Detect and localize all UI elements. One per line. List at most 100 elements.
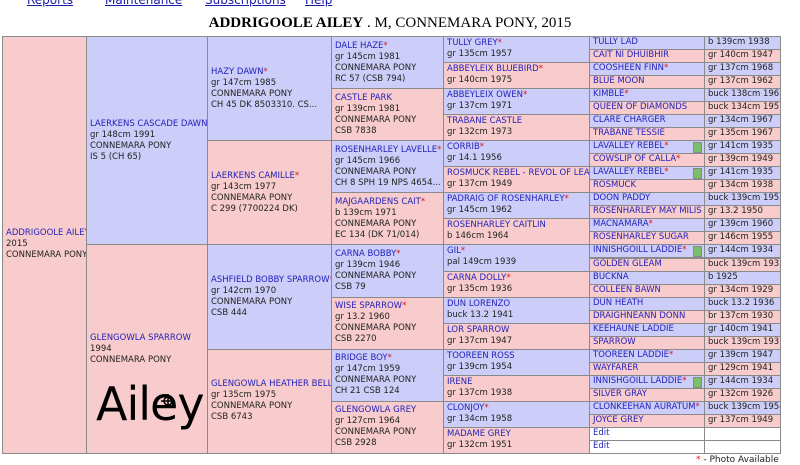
horse-link[interactable]: GIL <box>447 246 461 257</box>
horse-link[interactable]: SILVER GRAY <box>593 388 647 399</box>
horse-link[interactable]: ROSENHARLEY CAITLIN <box>447 220 546 231</box>
ancestor-detail: CONNEMARA PONY <box>211 297 293 308</box>
horse-link[interactable]: LAERKENS CASCADE DAWN <box>90 118 208 129</box>
name-line: ABBEYLEIX OWEN* <box>447 90 586 101</box>
horse-link[interactable]: MACNAMARA <box>593 219 649 230</box>
nav-link[interactable]: Subscriptions <box>205 0 286 7</box>
horse-link[interactable]: INNISHGOILL LADDIE <box>593 375 683 386</box>
name-line: COLLEEN BAWN <box>593 285 701 296</box>
horse-link[interactable]: ROSENHARLEY LAVELLE <box>335 144 438 155</box>
horse-link[interactable]: COOSHEEN FINN <box>593 63 665 74</box>
ancestor-detail: buck 139cm 1932 <box>704 257 781 272</box>
horse-link[interactable]: COLLEEN BAWN <box>593 284 661 295</box>
ancestor-cell: TULLY GREY* gr 135cm 1957 <box>443 36 590 64</box>
horse-link[interactable]: MADAME GREY <box>447 428 511 439</box>
horse-link[interactable]: TOOREEN LADDIE <box>593 349 669 360</box>
horse-link[interactable]: TOOREEN ROSS <box>447 350 515 361</box>
ancestor-detail: RC 57 (CSB 794) <box>335 73 406 84</box>
name-line: ABBEYLEIX BLUEBIRD* <box>447 64 586 75</box>
horse-link[interactable]: PADRAIG OF ROSENHARLEY <box>447 194 565 205</box>
ancestor-cell: HAZY DAWN* gr 147cm 1985 CONNEMARA PONY CH … <box>207 36 332 142</box>
ancestor-detail: gr 140cm 1975 <box>447 75 513 86</box>
horse-link[interactable]: CLARE CHARGER <box>593 115 666 126</box>
horse-link[interactable]: GLENGOWLA SPARROW <box>90 332 191 343</box>
horse-link[interactable]: WISE SPARROW <box>335 301 403 312</box>
name-line: PADRAIG OF ROSENHARLEY* <box>447 194 586 205</box>
name-line: JOYCE GREY <box>593 415 701 426</box>
horse-link[interactable]: Edit <box>593 427 610 438</box>
horse-link[interactable]: BRIDGE BOY <box>335 353 388 364</box>
horse-link[interactable]: JOYCE GREY <box>593 414 644 425</box>
horse-link[interactable]: DUN HEATH <box>593 297 644 308</box>
ancestor-detail: gr 147cm 1985 <box>211 77 277 88</box>
horse-link[interactable]: IRENE <box>447 376 473 387</box>
horse-link[interactable]: CLONKEEHAN AURATUM <box>593 401 696 412</box>
horse-link[interactable]: BUCKNA <box>593 271 629 282</box>
ancestor-cell: COOSHEEN FINN* <box>589 62 705 77</box>
horse-link[interactable]: TRABANE TESSIE <box>593 128 665 139</box>
name-line: ADDRIGOOLE AILEY <box>6 228 86 239</box>
horse-link[interactable]: TULLY LAD <box>593 37 638 47</box>
horse-link[interactable]: Edit <box>593 440 610 451</box>
horse-link[interactable]: TRABANE CASTLE <box>447 116 523 127</box>
horse-link[interactable]: KIMBLE <box>593 89 625 100</box>
horse-link[interactable]: ASHFIELD BOBBY SPARROW <box>211 275 330 286</box>
horse-link[interactable]: LAVALLEY REBEL <box>593 167 665 178</box>
horse-link[interactable]: LAERKENS CAMILLE <box>211 170 295 181</box>
horse-link[interactable]: HAZY DAWN <box>211 66 264 77</box>
horse-link[interactable]: ABBEYLEIX OWEN <box>447 90 524 101</box>
horse-link[interactable]: KEEHAUNE LADDIE <box>593 323 674 334</box>
horse-link[interactable]: MAJGAARDENS CAIT <box>335 196 421 207</box>
horse-link[interactable]: TULLY GREY <box>447 38 498 48</box>
horse-link[interactable]: CASTLE PARK <box>335 92 393 103</box>
nav-link[interactable]: Maintenance <box>105 0 183 7</box>
name-line: IRENE <box>447 377 586 388</box>
horse-link[interactable]: ABBEYLEIX BLUEBIRD <box>447 64 539 75</box>
nav-link[interactable]: Help <box>305 0 333 7</box>
horse-link[interactable]: CARNA DOLLY <box>447 272 507 283</box>
ancestor-detail: gr 143cm 1977 <box>211 181 277 192</box>
horse-link[interactable]: LAVALLEY REBEL <box>593 141 665 152</box>
horse-link[interactable]: WAYFARER <box>593 362 639 373</box>
horse-link[interactable]: DUN LORENZO <box>447 298 511 309</box>
horse-link[interactable]: GLENGOWLA HEATHER BELL <box>211 379 332 390</box>
horse-link[interactable]: INNISHGOILL LADDIE <box>593 245 683 256</box>
photo-marker: * <box>682 245 687 256</box>
horse-link[interactable]: CORRIB <box>447 142 480 153</box>
horse-link[interactable]: CAIT NI DHUIBHIR <box>593 50 670 61</box>
horse-link[interactable]: COWSLIP OF CALLA <box>593 154 677 165</box>
name-line: DUN LORENZO <box>447 299 586 310</box>
ancestor-cell: WISE SPARROW* gr 13.2 1960 CONNEMARA PONY C… <box>331 296 444 350</box>
nav-link[interactable]: Reports <box>27 0 74 7</box>
name-line: GLENGOWLA HEATHER BELL <box>211 379 331 390</box>
horse-link[interactable]: CARNA BOBBY <box>335 249 397 260</box>
name-line: CARNA BOBBY* <box>335 249 440 260</box>
ancestor-cell: SILVER GRAY <box>589 387 705 402</box>
horse-link[interactable]: DALE HAZE <box>335 40 384 51</box>
horse-link[interactable]: DOON PADDY <box>593 193 651 204</box>
horse-link[interactable]: QUEEN OF DIAMONDS <box>593 102 688 113</box>
name-line: Edit <box>593 428 701 439</box>
horse-link[interactable]: SPARROW <box>593 336 636 347</box>
horse-link[interactable]: DRAIGHNEANN DONN <box>593 310 686 321</box>
ancestor-detail: gr 137cm 1938 <box>447 387 513 398</box>
ancestor-detail: gr 137cm 1947 <box>447 335 513 346</box>
name-line: CLARE CHARGER <box>593 115 701 126</box>
photo-marker: * <box>664 63 669 74</box>
horse-link[interactable]: ADDRIGOOLE AILEY <box>6 228 87 239</box>
horse-link[interactable]: GLENGOWLA GREY <box>335 405 417 416</box>
horse-link[interactable]: GOLDEN GLEAM <box>593 258 662 269</box>
horse-link[interactable]: ROSENHARLEY MAY MILIS <box>593 206 702 217</box>
ancestor-cell: LAVALLEY REBEL* <box>589 140 705 155</box>
ancestor-detail: gr 141cm 1935 <box>704 140 781 155</box>
horse-link[interactable]: CLONJOY <box>447 402 485 413</box>
ancestor-cell: LAVALLEY REBEL* <box>589 166 705 181</box>
ancestor-cell: LAERKENS CASCADE DAWN*gr 148cm 1991CONNE… <box>86 36 208 246</box>
horse-link[interactable]: LOR SPARROW <box>447 324 510 335</box>
name-line: GLENGOWLA SPARROW <box>90 333 204 344</box>
horse-link[interactable]: ROSMUCK <box>593 180 637 191</box>
ancestor-detail: gr 135cm 1967 <box>704 127 781 142</box>
horse-link[interactable]: ROSMUCK REBEL - REVOL OF LEAM <box>447 168 590 179</box>
horse-link[interactable]: BLUE MOON <box>593 76 645 87</box>
horse-link[interactable]: ROSENHARLEY SUGAR <box>593 232 689 243</box>
